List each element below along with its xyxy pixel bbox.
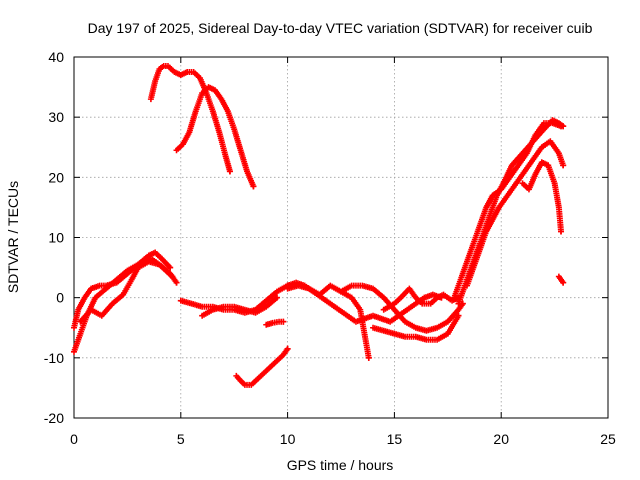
y-tick-label: 40 [48, 49, 64, 65]
data-point [167, 264, 174, 271]
series-track-h [338, 282, 466, 334]
data-point [280, 318, 287, 325]
series-low-arc [233, 345, 291, 388]
y-tick-label: -10 [44, 350, 64, 366]
x-tick-label: 20 [493, 431, 509, 447]
axis-ticks: 0 5 10 15 20 25 -20 -10 0 10 20 30 40 [44, 49, 616, 447]
series-arc-2 [173, 84, 257, 190]
chart-title: Day 197 of 2025, Sidereal Day-to-day VTE… [88, 20, 593, 36]
y-axis-label: SDTVAR / TECUs [5, 181, 21, 293]
series-track-e [199, 294, 280, 319]
data-points [71, 63, 567, 388]
series-short-seg [263, 318, 287, 328]
x-tick-label: 10 [280, 431, 296, 447]
y-tick-label: 0 [56, 290, 64, 306]
series-track-g [284, 282, 372, 361]
data-point [250, 183, 257, 190]
y-tick-label: 10 [48, 230, 64, 246]
data-point [226, 168, 233, 175]
x-tick-label: 0 [70, 431, 78, 447]
x-tick-label: 5 [177, 431, 185, 447]
y-tick-label: 30 [48, 109, 64, 125]
data-point [365, 354, 372, 361]
data-point [560, 123, 567, 130]
data-point [273, 294, 280, 301]
data-point [558, 228, 565, 235]
y-tick-label: 20 [48, 169, 64, 185]
series-track-a [71, 255, 176, 355]
data-point [455, 312, 462, 319]
series-track-i [370, 312, 462, 343]
x-tick-label: 15 [387, 431, 403, 447]
y-tick-label: -20 [44, 410, 64, 426]
data-point [284, 345, 291, 352]
series-track-c [77, 258, 180, 325]
grid [74, 57, 608, 418]
series-fall-1 [519, 159, 565, 235]
data-point [560, 279, 567, 286]
x-axis-label: GPS time / hours [287, 457, 394, 473]
x-tick-label: 25 [600, 431, 616, 447]
series-rise-3 [464, 138, 567, 289]
data-point [173, 279, 180, 286]
data-point [560, 162, 567, 169]
series-track-b [71, 249, 174, 331]
series-dot [555, 273, 567, 286]
series-arc-1 [147, 63, 233, 175]
